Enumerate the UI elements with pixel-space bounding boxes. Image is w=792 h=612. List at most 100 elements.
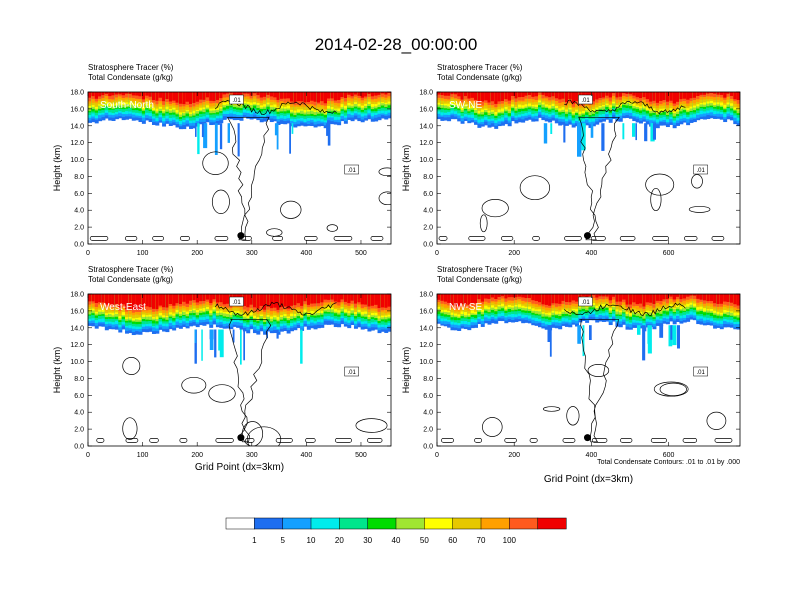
tracer-band	[269, 92, 274, 97]
tracer-band	[192, 294, 197, 301]
contour-line	[468, 236, 486, 241]
tracer-band	[460, 92, 465, 100]
tracer-band	[490, 294, 495, 298]
tracer-band	[165, 92, 170, 100]
tracer-band	[662, 92, 667, 100]
contour-line	[482, 417, 503, 437]
tracer-band	[121, 294, 126, 305]
x-tick-label: 600	[663, 452, 675, 459]
y-tick-label: 6.0	[74, 393, 84, 400]
tracer-band	[551, 92, 556, 97]
tracer-band	[618, 294, 623, 302]
tracer-band	[608, 92, 613, 98]
tracer-band	[125, 294, 129, 310]
x-tick-label: 400	[586, 250, 598, 257]
tracer-band	[443, 294, 448, 302]
tracer-intrusion	[632, 123, 636, 137]
tracer-band	[527, 92, 532, 99]
y-tick-label: 14.0	[70, 325, 84, 332]
tracer-band	[377, 92, 382, 95]
tracer-band	[246, 92, 251, 94]
tracer-intrusion	[326, 123, 330, 136]
tracer-band	[713, 92, 718, 98]
tracer-band	[457, 294, 462, 307]
tracer-band	[612, 92, 617, 94]
panel-title-tracer: Stratosphere Tracer (%)	[437, 265, 523, 274]
tracer-intrusion	[677, 325, 680, 349]
tracer-band	[514, 294, 519, 298]
contour-line	[152, 236, 164, 241]
tracer-band	[689, 92, 694, 99]
contour-label: .01	[581, 300, 590, 306]
tracer-band	[182, 92, 187, 105]
tracer-band	[114, 294, 119, 304]
contour-line	[241, 421, 264, 446]
contour-line	[653, 381, 689, 397]
tracer-band	[463, 92, 468, 97]
contour-line	[564, 302, 686, 317]
tracer-band	[316, 294, 321, 304]
tracer-band	[242, 92, 247, 97]
tracer-band	[652, 294, 657, 304]
tracer-band	[367, 92, 372, 97]
tracer-band	[470, 92, 475, 98]
tracer-band	[249, 294, 254, 305]
tracer-band	[686, 294, 691, 297]
tracer-band	[212, 92, 217, 102]
tracer-band	[726, 92, 731, 97]
tracer-intrusion	[550, 123, 553, 134]
tracer-band	[350, 92, 355, 97]
tracer-band	[541, 294, 546, 305]
tracer-band	[450, 92, 455, 98]
contour-label-box	[344, 164, 359, 175]
y-tick-label: 16.0	[70, 308, 84, 315]
y-tick-label: 10.0	[70, 157, 84, 164]
tracer-band	[615, 92, 620, 98]
panel-frame	[436, 293, 741, 447]
tracer-band	[128, 294, 133, 309]
tracer-band	[360, 294, 365, 305]
tracer-band	[111, 92, 116, 100]
tracer-band	[716, 294, 721, 304]
tracer-band	[229, 92, 234, 94]
tracer-band	[561, 92, 566, 99]
tracer-band	[689, 294, 694, 296]
x-tick-label: 100	[137, 452, 149, 459]
tracer-band	[588, 294, 593, 296]
tracer-intrusion	[194, 329, 197, 364]
tracer-band	[310, 294, 315, 304]
tracer-band	[709, 92, 714, 97]
tracer-band	[662, 294, 667, 300]
tracer-band	[290, 294, 294, 306]
tracer-band	[347, 92, 352, 98]
x-tick-label: 0	[86, 452, 90, 459]
tracer-band	[709, 92, 714, 94]
contour-line	[245, 438, 255, 443]
tracer-band	[145, 294, 150, 307]
tracer-band	[682, 92, 687, 99]
tracer-band	[279, 294, 284, 308]
tracer-intrusion	[622, 123, 625, 140]
tracer-band	[463, 294, 468, 305]
tracer-band	[628, 294, 633, 305]
tracer-band	[306, 92, 311, 102]
y-tick-label: 0.0	[423, 444, 433, 451]
tracer-band	[500, 92, 505, 102]
x-axis-label: Grid Point (dx=3km)	[544, 474, 633, 485]
colorbar-swatch	[480, 517, 510, 530]
colorbar-swatch	[225, 517, 255, 530]
tracer-band	[504, 92, 509, 100]
tracer-band	[340, 294, 345, 300]
tracer-intrusion	[589, 325, 592, 340]
contour-line	[650, 187, 662, 212]
tracer-band	[88, 294, 92, 302]
tracer-intrusion	[577, 123, 582, 157]
tracer-band	[189, 92, 193, 104]
tracer-band	[111, 294, 116, 305]
tracer-band	[534, 92, 539, 97]
x-tick-label: 0	[86, 250, 90, 257]
tracer-band	[226, 92, 230, 94]
tracer-band	[733, 92, 738, 100]
contour-line	[334, 438, 352, 443]
